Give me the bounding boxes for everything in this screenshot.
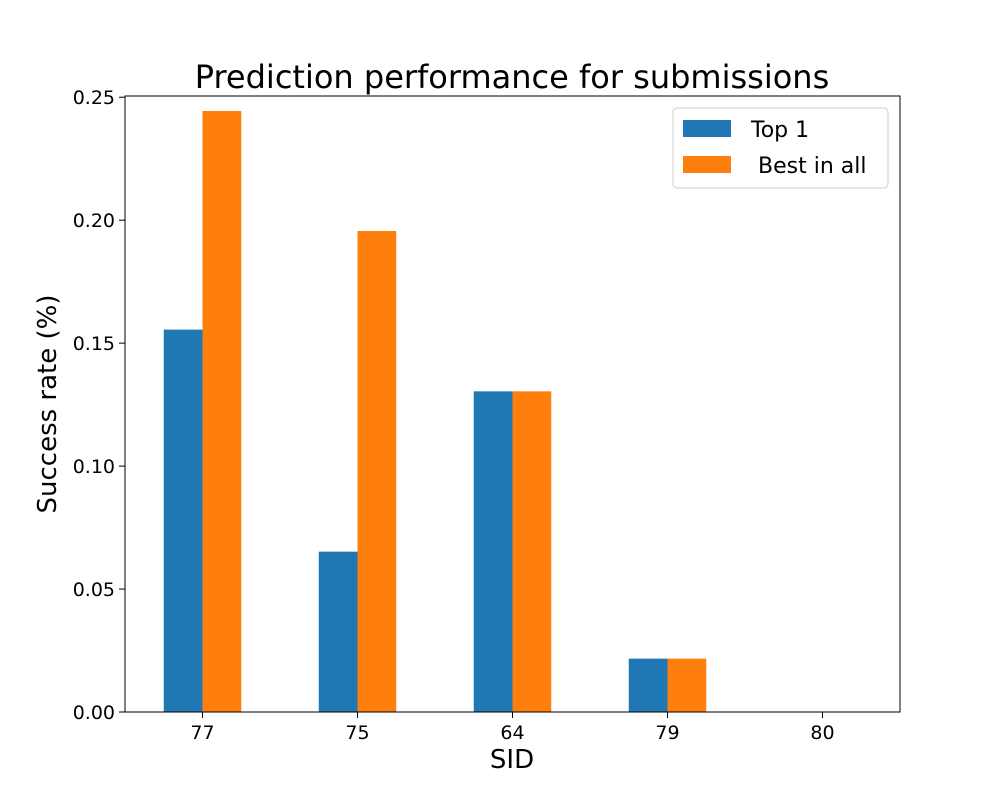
y-tick-label: 0.05 bbox=[73, 579, 115, 601]
x-tick-label: 77 bbox=[190, 722, 214, 744]
x-axis-label: SID bbox=[490, 745, 534, 775]
y-axis-label: Success rate (%) bbox=[33, 295, 63, 514]
chart-title: Prediction performance for submissions bbox=[195, 58, 830, 96]
x-axis-ticks: 77 75 64 79 80 bbox=[190, 712, 835, 744]
legend: Top 1 Best in all bbox=[672, 107, 889, 189]
x-tick-label: 75 bbox=[345, 722, 369, 744]
y-tick-label: 0.10 bbox=[73, 456, 115, 478]
y-tick-label: 0.15 bbox=[73, 333, 115, 355]
bar-top-1-75 bbox=[318, 551, 358, 712]
legend-swatch-best-in-all bbox=[683, 156, 731, 173]
x-tick-label: 64 bbox=[500, 722, 524, 744]
bar-best-in-all-75 bbox=[357, 231, 397, 712]
y-tick-label: 0.20 bbox=[73, 210, 115, 232]
legend-label-top-1: Top 1 bbox=[750, 118, 809, 143]
bar-best-in-all-77 bbox=[202, 111, 242, 713]
y-axis-ticks: 0.00 0.05 0.10 0.15 0.20 0.25 bbox=[73, 87, 125, 724]
legend-swatch-top-1 bbox=[683, 120, 731, 137]
legend-label-best-in-all: Best in all bbox=[751, 154, 866, 179]
y-tick-label: 0.00 bbox=[73, 702, 115, 724]
bar-top-1-79 bbox=[628, 658, 668, 712]
x-tick-label: 80 bbox=[810, 722, 834, 744]
bars-group bbox=[163, 111, 707, 713]
bar-best-in-all-64 bbox=[512, 391, 552, 712]
plot-frame bbox=[124, 95, 901, 713]
bar-best-in-all-79 bbox=[667, 658, 707, 712]
x-tick-label: 79 bbox=[655, 722, 679, 744]
bar-top-1-77 bbox=[163, 329, 203, 712]
y-tick-label: 0.25 bbox=[73, 87, 115, 109]
bar-top-1-64 bbox=[473, 391, 513, 712]
